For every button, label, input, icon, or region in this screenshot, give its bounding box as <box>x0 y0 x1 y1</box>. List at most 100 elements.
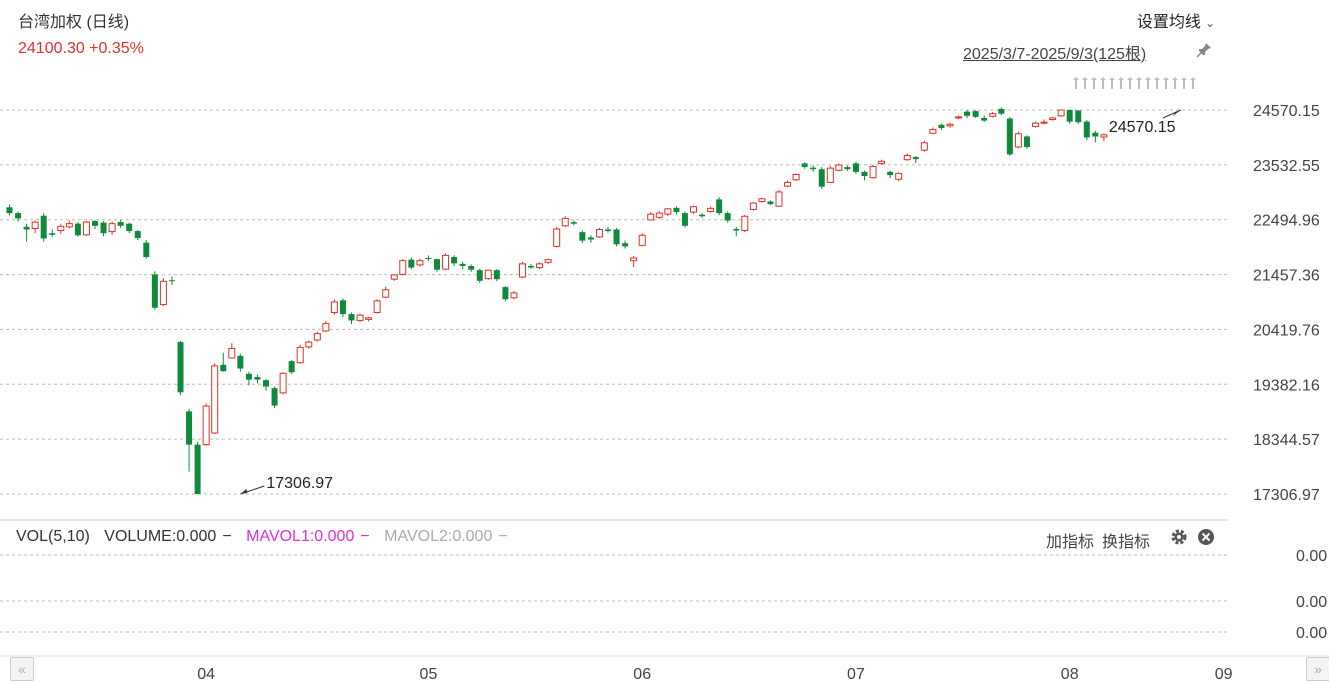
candle-body <box>733 228 740 231</box>
candle-body <box>15 213 22 219</box>
candle <box>313 331 321 342</box>
candle <box>749 202 757 211</box>
x-tick-label: 09 <box>1215 666 1233 683</box>
y-tick-label: 23532.55 <box>1253 158 1320 175</box>
candle-body <box>1014 133 1022 148</box>
y-tick-label: 21457.36 <box>1253 268 1320 285</box>
candle-body <box>595 228 603 238</box>
candle-body <box>279 372 287 394</box>
add-indicator-button[interactable]: 加指标 <box>1046 534 1095 551</box>
candle <box>322 320 330 333</box>
candle <box>844 165 851 171</box>
candle <box>929 127 937 135</box>
candle <box>741 214 749 233</box>
candle-body <box>1057 109 1065 117</box>
close-icon[interactable] <box>1197 528 1215 546</box>
scroll-left-button[interactable]: « <box>10 657 34 681</box>
candle-body <box>989 113 997 117</box>
candle-body <box>57 225 65 232</box>
candle <box>895 172 903 182</box>
candle-body <box>1100 134 1108 138</box>
candle-body <box>716 199 723 214</box>
candle <box>168 276 175 286</box>
candle <box>570 220 577 226</box>
candle-body <box>681 213 688 226</box>
candle-body <box>356 314 364 321</box>
ma-setting-label: 设置均线 <box>1136 14 1201 31</box>
candle <box>519 261 526 279</box>
candle-body <box>707 207 715 213</box>
candle <box>955 115 963 119</box>
candle-body <box>108 223 116 233</box>
candle <box>40 213 47 242</box>
candle <box>211 363 219 435</box>
candle <box>365 316 373 322</box>
candle-body <box>245 373 252 380</box>
candle-body <box>946 123 954 127</box>
candle-body <box>305 341 313 348</box>
candle-body <box>912 157 919 160</box>
event-marker <box>1100 77 1106 89</box>
candle-body <box>690 206 697 213</box>
candle-body <box>801 163 808 168</box>
gear-icon[interactable] <box>1170 528 1188 546</box>
candle-body <box>126 223 133 232</box>
candle <box>296 344 304 364</box>
candle <box>613 227 620 247</box>
candle <box>339 298 346 318</box>
candle-body <box>613 229 620 245</box>
candle <box>279 372 287 395</box>
candle <box>228 343 236 359</box>
date-range-label[interactable]: 2025/3/7-2025/9/3(125根) <box>963 46 1147 63</box>
candle <box>878 159 886 165</box>
event-marker <box>1127 77 1133 89</box>
candle-body <box>622 243 629 247</box>
annotation-label: 17306.97 <box>266 475 333 492</box>
event-marker <box>1091 77 1097 89</box>
candle-body <box>451 256 458 264</box>
candle <box>553 226 561 248</box>
candle-body <box>330 301 338 313</box>
candle-body <box>484 269 492 280</box>
candle-body <box>570 222 577 224</box>
y-tick-label: 17306.97 <box>1253 487 1320 504</box>
candle <box>801 162 808 169</box>
event-marker <box>1073 77 1079 89</box>
mavol1-value: MAVOL1:0.000 <box>246 528 355 545</box>
candle-body <box>348 314 355 321</box>
candle-body <box>296 346 304 364</box>
volume-y-labels: 0.00 0.00 0.00 <box>1296 548 1327 642</box>
candle-body <box>186 411 193 445</box>
switch-indicator-button[interactable]: 换指标 <box>1102 534 1151 551</box>
event-marker <box>1136 77 1142 89</box>
candle-body <box>82 221 90 236</box>
y-axis-labels: 24570.15 23532.55 22494.96 21457.36 20419.76… <box>1253 103 1320 504</box>
candle-body <box>553 228 561 247</box>
event-marker <box>1172 77 1178 89</box>
candle <box>861 170 868 181</box>
candle <box>544 258 552 264</box>
candle <box>15 211 22 222</box>
candle-body <box>605 229 611 232</box>
candle-body <box>313 333 321 341</box>
candle <box>622 240 629 249</box>
candle <box>126 222 133 234</box>
candle <box>903 153 911 161</box>
candle-body <box>775 191 783 207</box>
scroll-right-button[interactable]: » <box>1306 657 1329 681</box>
candle <box>835 163 843 172</box>
ma-setting-button[interactable]: 设置均线 ⌄ <box>1137 8 1215 32</box>
chevron-down-icon: ⌄ <box>1204 16 1215 30</box>
candle <box>852 161 859 174</box>
candle <box>681 211 688 228</box>
candle-body <box>1075 110 1082 123</box>
candles <box>6 107 1108 494</box>
candle-body <box>168 280 175 282</box>
candle <box>561 216 569 227</box>
candle-body <box>442 254 450 270</box>
candle-body <box>920 142 928 151</box>
candle <box>964 110 971 118</box>
candle <box>673 206 680 215</box>
pin-icon[interactable] <box>1196 42 1212 58</box>
